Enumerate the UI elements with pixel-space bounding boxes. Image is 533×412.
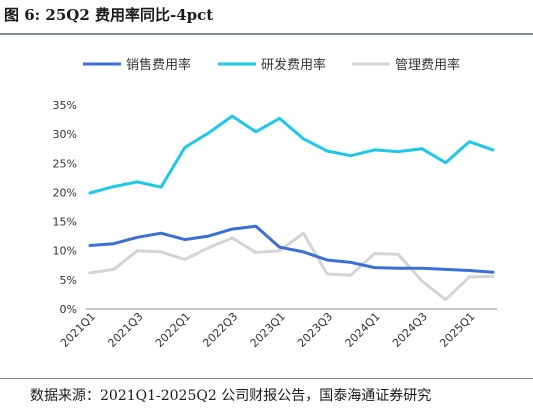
x-tick-label: 2023Q1 bbox=[248, 310, 288, 350]
y-tick-label: 15% bbox=[53, 216, 77, 229]
series-lines bbox=[88, 114, 495, 302]
x-tick-label: 2025Q1 bbox=[437, 310, 477, 350]
legend: 销售费用率 研发费用率 管理费用率 bbox=[83, 57, 460, 73]
y-tick-label: 10% bbox=[53, 245, 77, 258]
x-tick-label: 2021Q3 bbox=[105, 310, 145, 350]
y-tick-label: 5% bbox=[60, 274, 77, 287]
legend-label-1: 销售费用率 bbox=[126, 57, 191, 73]
chart-title: 图 6: 25Q2 费用率同比-4pct bbox=[4, 6, 214, 24]
source-note: 数据来源：2021Q1-2025Q2 公司财报公告，国泰海通证券研究 bbox=[30, 388, 432, 404]
x-axis: 2021Q1 2021Q3 2022Q1 2022Q3 2023Q1 2023Q3 2024… bbox=[58, 308, 497, 350]
series-line-2 bbox=[88, 114, 495, 195]
x-tick-label: 2023Q3 bbox=[295, 310, 335, 350]
y-tick-label: 30% bbox=[53, 128, 77, 141]
x-tick-label: 2022Q3 bbox=[200, 310, 240, 350]
x-tick-label: 2024Q3 bbox=[390, 310, 430, 350]
y-axis: 0% 5% 10% 15% 20% 25% 30% 35% bbox=[53, 99, 77, 316]
x-tick-label: 2022Q1 bbox=[153, 310, 193, 350]
title-underline bbox=[0, 33, 533, 35]
source-divider bbox=[0, 378, 533, 379]
y-tick-label: 35% bbox=[53, 99, 77, 112]
y-tick-label: 0% bbox=[60, 303, 77, 316]
y-tick-label: 20% bbox=[53, 186, 77, 199]
legend-label-3: 管理费用率 bbox=[395, 57, 460, 73]
x-tick-label: 2024Q1 bbox=[343, 310, 383, 350]
series-line-3 bbox=[88, 231, 495, 302]
series-line-1 bbox=[88, 224, 495, 274]
y-tick-label: 25% bbox=[53, 157, 77, 170]
legend-label-2: 研发费用率 bbox=[261, 57, 326, 73]
